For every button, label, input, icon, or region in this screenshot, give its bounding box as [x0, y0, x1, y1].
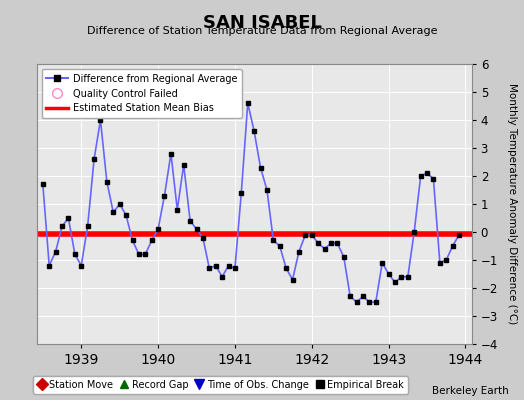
Legend: Station Move, Record Gap, Time of Obs. Change, Empirical Break: Station Move, Record Gap, Time of Obs. C… — [33, 376, 408, 394]
Text: Berkeley Earth: Berkeley Earth — [432, 386, 508, 396]
Text: SAN ISABEL: SAN ISABEL — [203, 14, 321, 32]
Text: Difference of Station Temperature Data from Regional Average: Difference of Station Temperature Data f… — [87, 26, 437, 36]
Y-axis label: Monthly Temperature Anomaly Difference (°C): Monthly Temperature Anomaly Difference (… — [507, 83, 517, 325]
